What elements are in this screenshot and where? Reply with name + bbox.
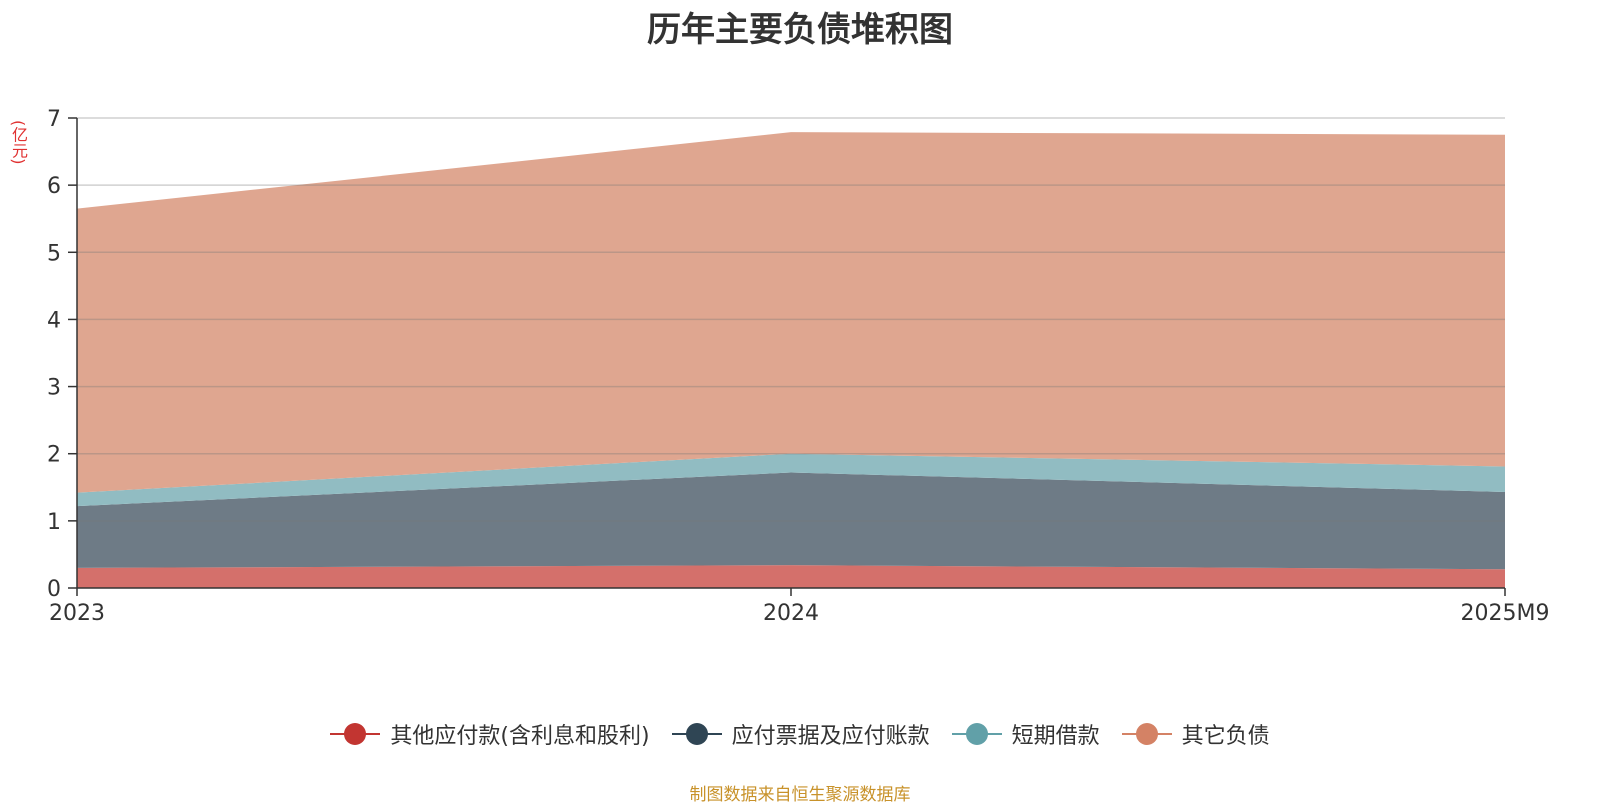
legend-label: 应付票据及应付账款 [731,724,930,749]
legend-label: 其它负债 [1181,724,1270,749]
source-note: 制图数据来自恒生聚源数据库 [689,785,911,805]
area-series-group [77,132,1505,588]
y-tick-label: 6 [47,174,61,199]
y-tick-label: 7 [47,107,61,132]
y-axis-unit-label: (亿元) [9,120,28,165]
x-tick-label: 2024 [763,601,819,626]
y-tick-label: 1 [47,510,61,535]
y-tick-label: 2 [47,443,61,468]
area-series-1 [77,472,1505,570]
tick-labels: 0 1 2 3 4 5 6 7 2023 2024 2025M9 [47,107,1549,626]
y-tick-label: 3 [47,376,61,401]
legend-item[interactable]: 应付票据及应付账款 [671,718,930,750]
legend-marker-icon [671,722,722,746]
y-tick-label: 5 [47,241,61,266]
legend-item[interactable]: 其它负债 [1121,718,1270,750]
y-tick-label: 0 [47,577,61,602]
area-series-3 [77,132,1505,493]
legend: 其他应付款(含利息和股利) 应付票据及应付账款 短期借款 其它负债 [0,718,1600,750]
area-series-0 [77,565,1505,588]
x-tick-label: 2023 [49,601,105,626]
area-series-2 [77,453,1505,507]
legend-item[interactable]: 短期借款 [951,718,1100,750]
legend-label: 其他应付款(含利息和股利) [390,724,650,749]
x-tick-label: 2025M9 [1461,601,1550,626]
legend-marker-icon [1121,722,1172,746]
legend-label: 短期借款 [1011,724,1100,749]
legend-marker-icon [330,722,381,746]
chart-title: 历年主要负债堆积图 [647,10,953,50]
axes [68,117,1506,596]
legend-marker-icon [951,722,1002,746]
y-tick-label: 4 [47,308,61,333]
legend-item[interactable]: 其他应付款(含利息和股利) [330,718,650,750]
